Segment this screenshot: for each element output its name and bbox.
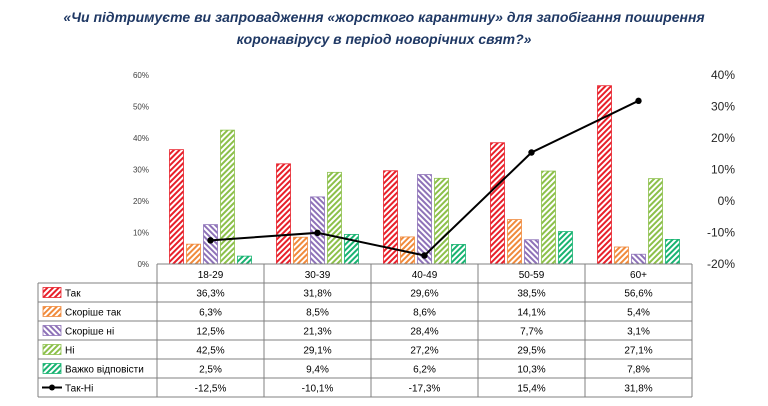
data-label: 7,8%: [627, 365, 650, 376]
bar-60+-Скоріше так: [614, 246, 629, 265]
data-label: 36,3%: [196, 289, 224, 300]
bar-40-49-Ні: [434, 177, 449, 265]
y-left-tick: 0%: [137, 260, 149, 269]
data-label: 42,5%: [196, 346, 224, 357]
category-label: 60+: [630, 270, 647, 281]
point-Так-Ні-30-39: [314, 229, 321, 237]
bar-50-59-Скоріше так: [507, 219, 522, 265]
chart-title-line1: «Чи підтримуєте ви запровадження «жорстк…: [63, 9, 705, 25]
legend-key-Скоріше ні: [42, 325, 62, 336]
bar-18-29-Так: [169, 149, 184, 265]
y-left-tick: 10%: [133, 229, 149, 238]
data-label: 8,5%: [306, 308, 329, 319]
y-right-tick: 20%: [711, 131, 735, 145]
y-left-tick: 30%: [133, 166, 149, 175]
legend-key-Так-Ні: [49, 384, 55, 391]
legend-label: Важко відповісти: [65, 365, 144, 376]
data-label: 15,4%: [517, 384, 545, 395]
data-label: 38,5%: [517, 289, 545, 300]
data-label: 2,5%: [199, 365, 222, 376]
bar-18-29-Скоріше ні: [203, 224, 218, 265]
legend-key-Ні: [42, 344, 62, 355]
data-label: 29,5%: [517, 346, 545, 357]
bar-40-49-Важко відповісти: [451, 244, 466, 265]
data-label: 6,3%: [199, 308, 222, 319]
bar-30-39-Так: [276, 163, 291, 265]
legend-label: Скоріше так: [65, 308, 121, 319]
data-label: 10,3%: [517, 365, 545, 376]
legend-key-Важко відповісти: [42, 363, 62, 374]
legend-key-Скоріше так: [42, 306, 62, 317]
y-right-tick: -20%: [707, 257, 735, 271]
bar-50-59-Скоріше ні: [524, 239, 539, 265]
y-left-tick: 20%: [133, 197, 149, 206]
data-label: 56,6%: [624, 289, 652, 300]
bar-50-59-Так: [490, 142, 505, 265]
legend-key-Так: [42, 287, 62, 298]
data-label: -10,1%: [302, 384, 334, 395]
point-Так-Ні-60+: [635, 97, 642, 105]
chart-title: «Чи підтримуєте ви запровадження «жорстк…: [0, 6, 768, 50]
y-right-tick: 10%: [711, 163, 735, 177]
bar-30-39-Скоріше так: [293, 236, 308, 265]
data-label: 5,4%: [627, 308, 650, 319]
y-right-tick: -10%: [707, 226, 735, 240]
legend-label: Так-Ні: [65, 384, 93, 395]
data-label: 6,2%: [413, 365, 436, 376]
point-Так-Ні-40-49: [421, 252, 428, 259]
legend-label: Так: [65, 289, 81, 300]
bar-18-29-Скоріше так: [186, 243, 201, 265]
data-label: 29,6%: [410, 289, 438, 300]
chart-title-line2: коронавірусу в період новорічних свят?»: [236, 31, 532, 47]
y-left-tick: 40%: [133, 134, 149, 143]
bar-50-59-Ні: [541, 170, 556, 265]
bar-50-59-Важко відповісти: [558, 231, 573, 265]
legend-label: Скоріше ні: [65, 327, 114, 338]
data-label: 29,1%: [303, 346, 331, 357]
category-label: 18-29: [198, 270, 224, 281]
category-label: 50-59: [519, 270, 545, 281]
data-label: 8,6%: [413, 308, 436, 319]
data-label: 31,8%: [303, 289, 331, 300]
point-Так-Ні-18-29: [207, 237, 214, 244]
data-label: 7,7%: [520, 327, 543, 338]
category-label: 40-49: [412, 270, 438, 281]
bar-18-29-Ні: [220, 129, 235, 265]
y-right-tick: 30%: [711, 100, 735, 114]
legend-label: Ні: [65, 346, 74, 357]
bar-18-29-Важко відповісти: [237, 255, 252, 265]
data-label: 27,1%: [624, 346, 652, 357]
bar-60+-Скоріше ні: [631, 253, 646, 265]
data-label: 14,1%: [517, 308, 545, 319]
data-label: 27,2%: [410, 346, 438, 357]
bar-60+-Ні: [648, 178, 663, 265]
data-label: 21,3%: [303, 327, 331, 338]
data-label: 3,1%: [627, 327, 650, 338]
y-left-tick: 50%: [133, 103, 149, 112]
data-label: 9,4%: [306, 365, 329, 376]
y-right-tick: 40%: [711, 68, 735, 82]
data-label: 31,8%: [624, 384, 652, 395]
category-label: 30-39: [305, 270, 331, 281]
bar-30-39-Ні: [327, 171, 342, 265]
data-label: 28,4%: [410, 327, 438, 338]
y-right-tick: 0%: [718, 194, 736, 208]
y-left-tick: 60%: [133, 71, 149, 80]
bar-60+-Так: [597, 85, 612, 265]
bar-60+-Важко відповісти: [665, 239, 680, 265]
data-label: -12,5%: [195, 384, 227, 395]
point-Так-Ні-50-59: [528, 149, 535, 156]
data-label: -17,3%: [409, 384, 441, 395]
data-label: 12,5%: [196, 327, 224, 338]
